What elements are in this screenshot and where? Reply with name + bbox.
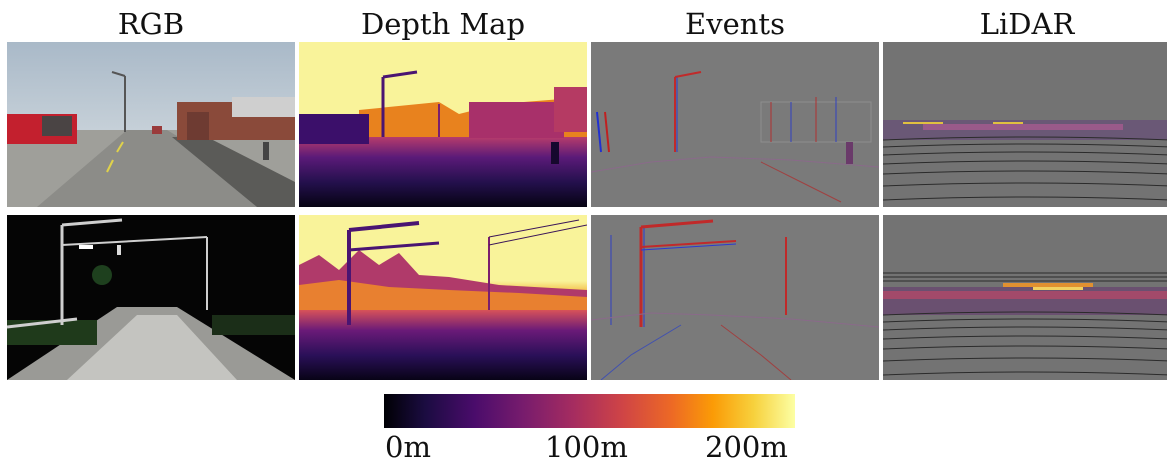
depth-map-day	[299, 42, 587, 207]
rgb-image-day	[7, 42, 295, 207]
lidar-day	[883, 42, 1167, 207]
lidar-day-scene	[883, 42, 1167, 207]
rgb-image-night	[7, 215, 295, 380]
depth-day-scene	[299, 42, 587, 207]
colorbar-tick-0m: 0m	[385, 430, 431, 464]
lidar-night-scene	[883, 215, 1167, 380]
depth-night-scene	[299, 215, 587, 380]
column-title-lidar: LiDAR	[882, 6, 1167, 42]
column-title-events: Events	[590, 6, 880, 42]
rgb-night-scene	[7, 215, 295, 380]
colorbar-tick-100m: 100m	[545, 430, 628, 464]
column-title-depth-map: Depth Map	[298, 6, 588, 42]
depth-map-night	[299, 215, 587, 380]
events-night-scene	[591, 215, 879, 380]
colorbar-tick-200m: 200m	[705, 430, 788, 464]
depth-colorbar	[384, 394, 795, 428]
events-day-scene	[591, 42, 879, 207]
rgb-day-scene	[7, 42, 295, 207]
lidar-night	[883, 215, 1167, 380]
events-night	[591, 215, 879, 380]
events-day	[591, 42, 879, 207]
column-title-rgb: RGB	[6, 6, 296, 42]
